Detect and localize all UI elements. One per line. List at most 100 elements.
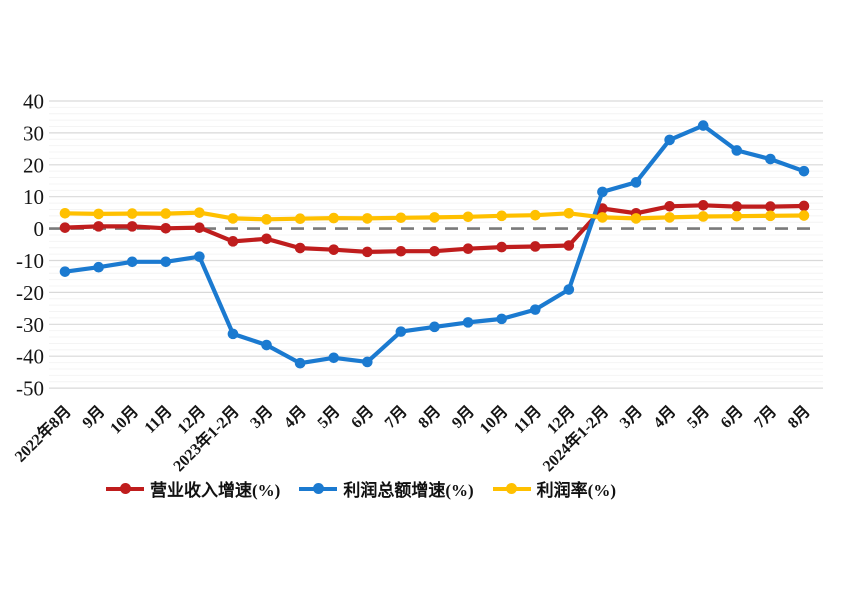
y-axis-labels: 40 30 20 10 0 -10 -20 -30 -40 -50 <box>16 90 44 401</box>
data-point <box>563 284 575 295</box>
data-point <box>59 266 71 277</box>
data-point <box>496 210 507 222</box>
legend-item-revenue-growth: 营业收入增速(%) <box>106 476 280 501</box>
x-tick-label: 9月 <box>79 402 109 432</box>
data-point <box>261 233 272 245</box>
data-point <box>563 240 575 251</box>
legend-item-profit-margin: 利润率(%) <box>492 476 616 501</box>
data-point <box>731 145 743 156</box>
data-point <box>597 186 608 198</box>
x-tick-label: 11月 <box>510 402 545 437</box>
data-point <box>93 221 104 232</box>
data-point <box>731 210 743 222</box>
data-point <box>328 352 340 364</box>
data-point <box>496 241 507 253</box>
data-point <box>261 214 272 225</box>
y-tick-label: -20 <box>16 281 44 305</box>
data-point <box>664 212 675 223</box>
data-point <box>563 207 575 219</box>
legend-dot <box>312 483 324 494</box>
x-tick-label: 10月 <box>476 402 511 437</box>
data-point <box>362 356 373 368</box>
data-point <box>126 221 138 232</box>
series-profit-margin <box>59 207 810 225</box>
x-tick-label: 6月 <box>347 402 377 432</box>
data-point <box>59 222 71 233</box>
y-tick-label: 20 <box>23 153 44 177</box>
legend-line-marker-icon <box>299 483 338 494</box>
data-point <box>664 134 675 146</box>
legend-label: 利润总额增速(%) <box>343 481 474 500</box>
x-tick-label: 8月 <box>415 402 445 432</box>
data-point <box>160 208 172 219</box>
x-tick-label: 5月 <box>683 402 713 432</box>
chart-legend: 营业收入增速(%) 利润总额增速(%) 利润率(%) <box>106 476 616 501</box>
x-tick-label: 7月 <box>381 402 411 432</box>
legend-line-marker-icon <box>492 483 531 494</box>
data-point <box>395 245 407 257</box>
data-point <box>59 207 71 219</box>
x-tick-label: 8月 <box>784 402 814 432</box>
data-point <box>429 212 440 223</box>
data-point <box>496 313 507 325</box>
legend-line-marker-icon <box>106 483 144 494</box>
x-tick-label: 6月 <box>717 402 747 432</box>
data-point <box>194 222 205 233</box>
data-point <box>160 256 172 268</box>
x-tick-label: 3月 <box>247 402 277 432</box>
data-point <box>362 213 373 224</box>
x-tick-label: 10月 <box>107 402 142 437</box>
data-point <box>798 165 810 177</box>
data-point <box>294 242 306 254</box>
data-point <box>294 213 306 225</box>
x-tick-label: 5月 <box>314 402 344 432</box>
legend-item-profit-growth: 利润总额增速(%) <box>299 476 474 501</box>
data-point <box>328 212 340 224</box>
x-tick-label: 11月 <box>141 402 176 437</box>
data-point <box>395 326 407 337</box>
data-point <box>529 304 541 315</box>
series-profit-growth <box>59 120 810 369</box>
data-point <box>697 200 709 211</box>
legend-dot <box>119 483 131 494</box>
legend-label: 营业收入增速(%) <box>150 481 281 500</box>
major-gridlines <box>49 100 823 389</box>
y-tick-label: -30 <box>16 313 44 337</box>
y-tick-label: 10 <box>23 185 44 209</box>
y-tick-label: -40 <box>16 345 44 369</box>
data-point <box>429 321 440 333</box>
x-tick-label: 7月 <box>751 402 781 432</box>
data-point <box>328 244 340 255</box>
y-tick-label: 30 <box>23 121 44 145</box>
data-point <box>765 153 776 165</box>
data-point <box>697 120 709 131</box>
data-point <box>798 200 810 212</box>
y-tick-label: -10 <box>16 249 44 273</box>
legend-label: 利润率(%) <box>536 481 616 500</box>
data-point <box>227 236 239 247</box>
y-tick-label: 0 <box>34 217 45 241</box>
data-point <box>194 207 205 218</box>
data-point <box>294 357 306 369</box>
data-point <box>597 212 608 223</box>
x-tick-label: 4月 <box>650 402 680 432</box>
data-point <box>93 208 104 220</box>
data-point <box>462 243 474 254</box>
data-point <box>194 251 205 262</box>
data-point <box>765 210 776 222</box>
x-tick-label: 9月 <box>448 402 478 432</box>
legend-dot <box>506 483 518 494</box>
series-revenue-growth <box>59 200 810 258</box>
data-point <box>798 210 810 221</box>
data-point <box>429 245 440 257</box>
minor-gridlines <box>49 106 823 383</box>
data-point <box>765 201 776 212</box>
data-point <box>395 212 407 224</box>
data-point <box>227 213 239 224</box>
data-point <box>126 256 138 268</box>
x-tick-label: 2022年8月 <box>10 401 74 465</box>
x-tick-label: 3月 <box>616 402 646 432</box>
